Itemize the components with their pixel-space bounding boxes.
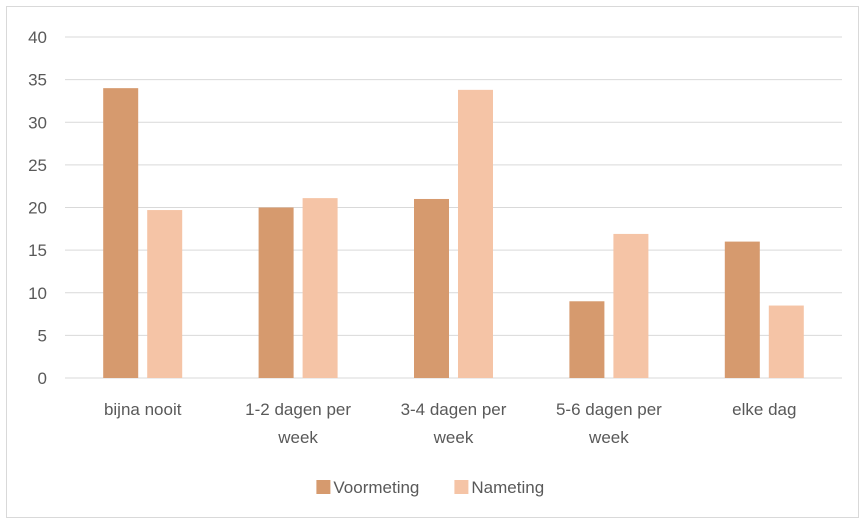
x-tick-label: 1-2 dagen per [245,400,351,419]
x-tick-label: 5-6 dagen per [556,400,662,419]
y-tick-label: 30 [28,113,47,132]
bar-voormeting-3 [414,198,449,378]
y-tick-label: 40 [28,28,47,47]
y-tick-label: 0 [38,369,47,388]
bar-voormeting-5 [724,241,760,378]
y-tick-label: 5 [38,326,47,345]
x-tick-label: week [277,428,318,447]
legend-swatch-voormeting [316,480,331,494]
y-tick-label: 15 [28,241,47,260]
legend-label-voormeting: Voormeting [333,478,419,497]
x-tick-label: week [588,428,629,447]
bar-nameting-5 [768,305,804,378]
bar-voormeting-2 [258,207,294,378]
legend-swatch-nameting [454,480,469,494]
x-tick-label: bijna nooit [104,400,182,419]
y-tick-label: 20 [28,199,47,218]
bar-voormeting-4 [569,301,605,378]
bar-nameting-4 [613,233,649,378]
x-tick-label: week [433,428,474,447]
y-tick-label: 35 [28,71,47,90]
bar-voormeting-1 [103,88,139,379]
bar-nameting-1 [147,210,183,378]
y-tick-label: 10 [28,284,47,303]
x-tick-label: 3-4 dagen per [401,400,507,419]
x-tick-label: elke dag [732,400,796,419]
bar-nameting-3 [458,89,493,378]
bar-nameting-2 [302,198,338,378]
y-tick-label: 25 [28,156,47,175]
legend-label-nameting: Nameting [471,478,544,497]
